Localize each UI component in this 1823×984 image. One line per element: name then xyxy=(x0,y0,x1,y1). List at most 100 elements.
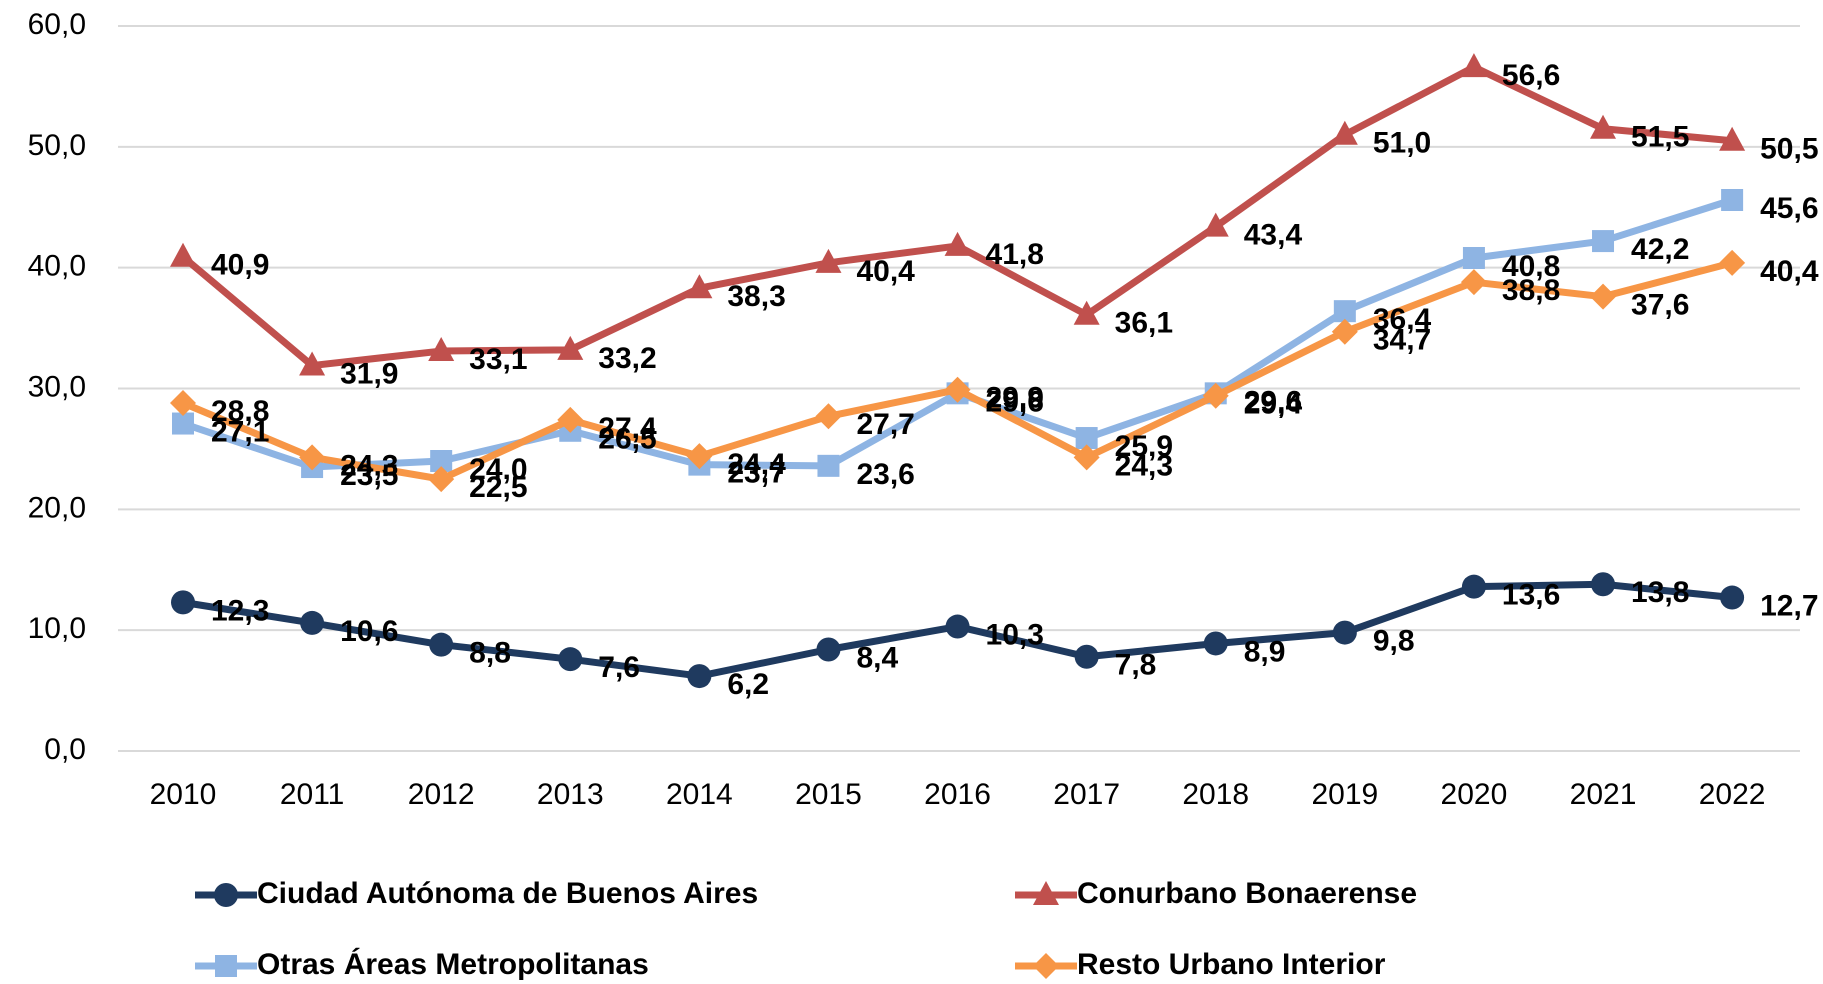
data-label: 9,8 xyxy=(1373,625,1415,658)
x-tick-label: 2016 xyxy=(924,778,991,811)
marker xyxy=(171,590,195,615)
marker xyxy=(816,637,841,662)
x-tick-label: 2022 xyxy=(1699,778,1766,811)
data-label: 29,6 xyxy=(1244,385,1302,418)
x-tick-label: 2013 xyxy=(537,778,604,811)
marker xyxy=(1075,427,1098,450)
data-label: 36,1 xyxy=(1115,307,1173,340)
marker xyxy=(1592,230,1615,253)
data-label: 10,3 xyxy=(986,618,1044,651)
marker xyxy=(944,231,971,256)
legend-item: Resto Urbano Interior xyxy=(1015,948,1386,981)
data-label: 10,6 xyxy=(340,615,398,648)
marker xyxy=(1590,114,1617,139)
data-label: 43,4 xyxy=(1244,219,1303,252)
data-label: 33,2 xyxy=(598,342,656,375)
marker xyxy=(1033,953,1059,979)
marker xyxy=(214,883,238,907)
data-label: 13,8 xyxy=(1631,576,1689,609)
data-label: 24,3 xyxy=(1115,449,1173,482)
marker xyxy=(1591,572,1616,597)
marker xyxy=(944,376,971,403)
marker xyxy=(686,443,713,470)
legend-item: Otras Áreas Metropolitanas xyxy=(195,947,649,981)
data-label: 40,9 xyxy=(211,249,269,282)
data-label: 40,8 xyxy=(1502,250,1560,283)
marker xyxy=(300,610,325,635)
data-label: 33,1 xyxy=(469,343,527,376)
marker xyxy=(429,632,454,657)
data-label: 27,1 xyxy=(211,415,269,448)
legend-label: Ciudad Autónoma de Buenos Aires xyxy=(257,877,758,910)
marker xyxy=(170,390,196,416)
x-tick-label: 2017 xyxy=(1053,778,1120,811)
legend-label: Otras Áreas Metropolitanas xyxy=(257,947,649,981)
x-tick-label: 2015 xyxy=(795,778,862,811)
x-tick-label: 2011 xyxy=(280,778,345,811)
marker xyxy=(945,614,970,639)
y-tick-label: 50,0 xyxy=(28,129,86,162)
marker xyxy=(557,406,584,433)
data-label: 24,4 xyxy=(727,448,786,481)
marker xyxy=(1073,444,1100,471)
x-tick-label: 2010 xyxy=(150,778,217,811)
series-line xyxy=(181,259,1734,483)
data-label: 12,3 xyxy=(211,594,269,627)
data-label: 50,5 xyxy=(1760,133,1818,166)
marker xyxy=(557,335,584,360)
marker xyxy=(170,242,196,267)
data-label: 41,8 xyxy=(986,238,1044,271)
marker xyxy=(1719,249,1746,276)
marker xyxy=(686,274,713,299)
data-label: 29,4 xyxy=(1244,388,1303,421)
marker xyxy=(1462,247,1485,269)
data-label: 7,8 xyxy=(1115,649,1157,682)
data-label: 34,7 xyxy=(1373,324,1431,357)
data-label: 27,7 xyxy=(856,408,914,441)
data-label: 23,5 xyxy=(340,459,398,492)
data-label: 56,6 xyxy=(1502,59,1560,92)
data-label: 7,6 xyxy=(598,651,640,684)
data-label: 12,7 xyxy=(1760,589,1818,622)
marker xyxy=(299,351,326,376)
data-label: 36,4 xyxy=(1373,303,1432,336)
marker xyxy=(815,248,842,273)
x-tick-label: 2012 xyxy=(408,778,475,811)
marker xyxy=(1719,126,1746,151)
marker xyxy=(1331,318,1358,345)
x-tick-label: 2018 xyxy=(1182,778,1249,811)
data-label: 37,6 xyxy=(1631,289,1689,322)
data-label: 8,8 xyxy=(469,637,511,670)
marker xyxy=(1073,300,1100,325)
marker xyxy=(1461,574,1486,599)
marker xyxy=(1202,382,1229,409)
data-label: 8,4 xyxy=(856,641,898,674)
marker xyxy=(687,664,712,689)
marker xyxy=(1333,300,1356,323)
legend-label: Resto Urbano Interior xyxy=(1077,948,1386,981)
marker xyxy=(1720,585,1745,610)
data-label: 28,8 xyxy=(211,395,269,428)
data-label: 31,9 xyxy=(340,357,398,390)
marker xyxy=(428,337,455,362)
marker xyxy=(428,466,455,493)
data-label: 26,5 xyxy=(598,423,656,456)
marker xyxy=(1332,620,1357,645)
marker xyxy=(1331,120,1358,145)
data-label: 23,7 xyxy=(727,457,785,490)
data-label: 51,5 xyxy=(1631,121,1689,154)
data-label: 24,3 xyxy=(340,449,398,482)
data-label: 38,3 xyxy=(727,280,785,313)
y-tick-label: 60,0 xyxy=(28,8,86,41)
marker xyxy=(430,450,453,472)
marker xyxy=(299,444,326,471)
marker xyxy=(815,403,842,430)
y-tick-label: 30,0 xyxy=(28,370,86,403)
y-tick-label: 0,0 xyxy=(44,733,86,766)
marker xyxy=(1460,269,1487,296)
data-label: 42,2 xyxy=(1631,233,1689,266)
marker xyxy=(817,454,840,477)
data-label: 38,8 xyxy=(1502,274,1560,307)
data-label: 29,9 xyxy=(986,382,1044,415)
